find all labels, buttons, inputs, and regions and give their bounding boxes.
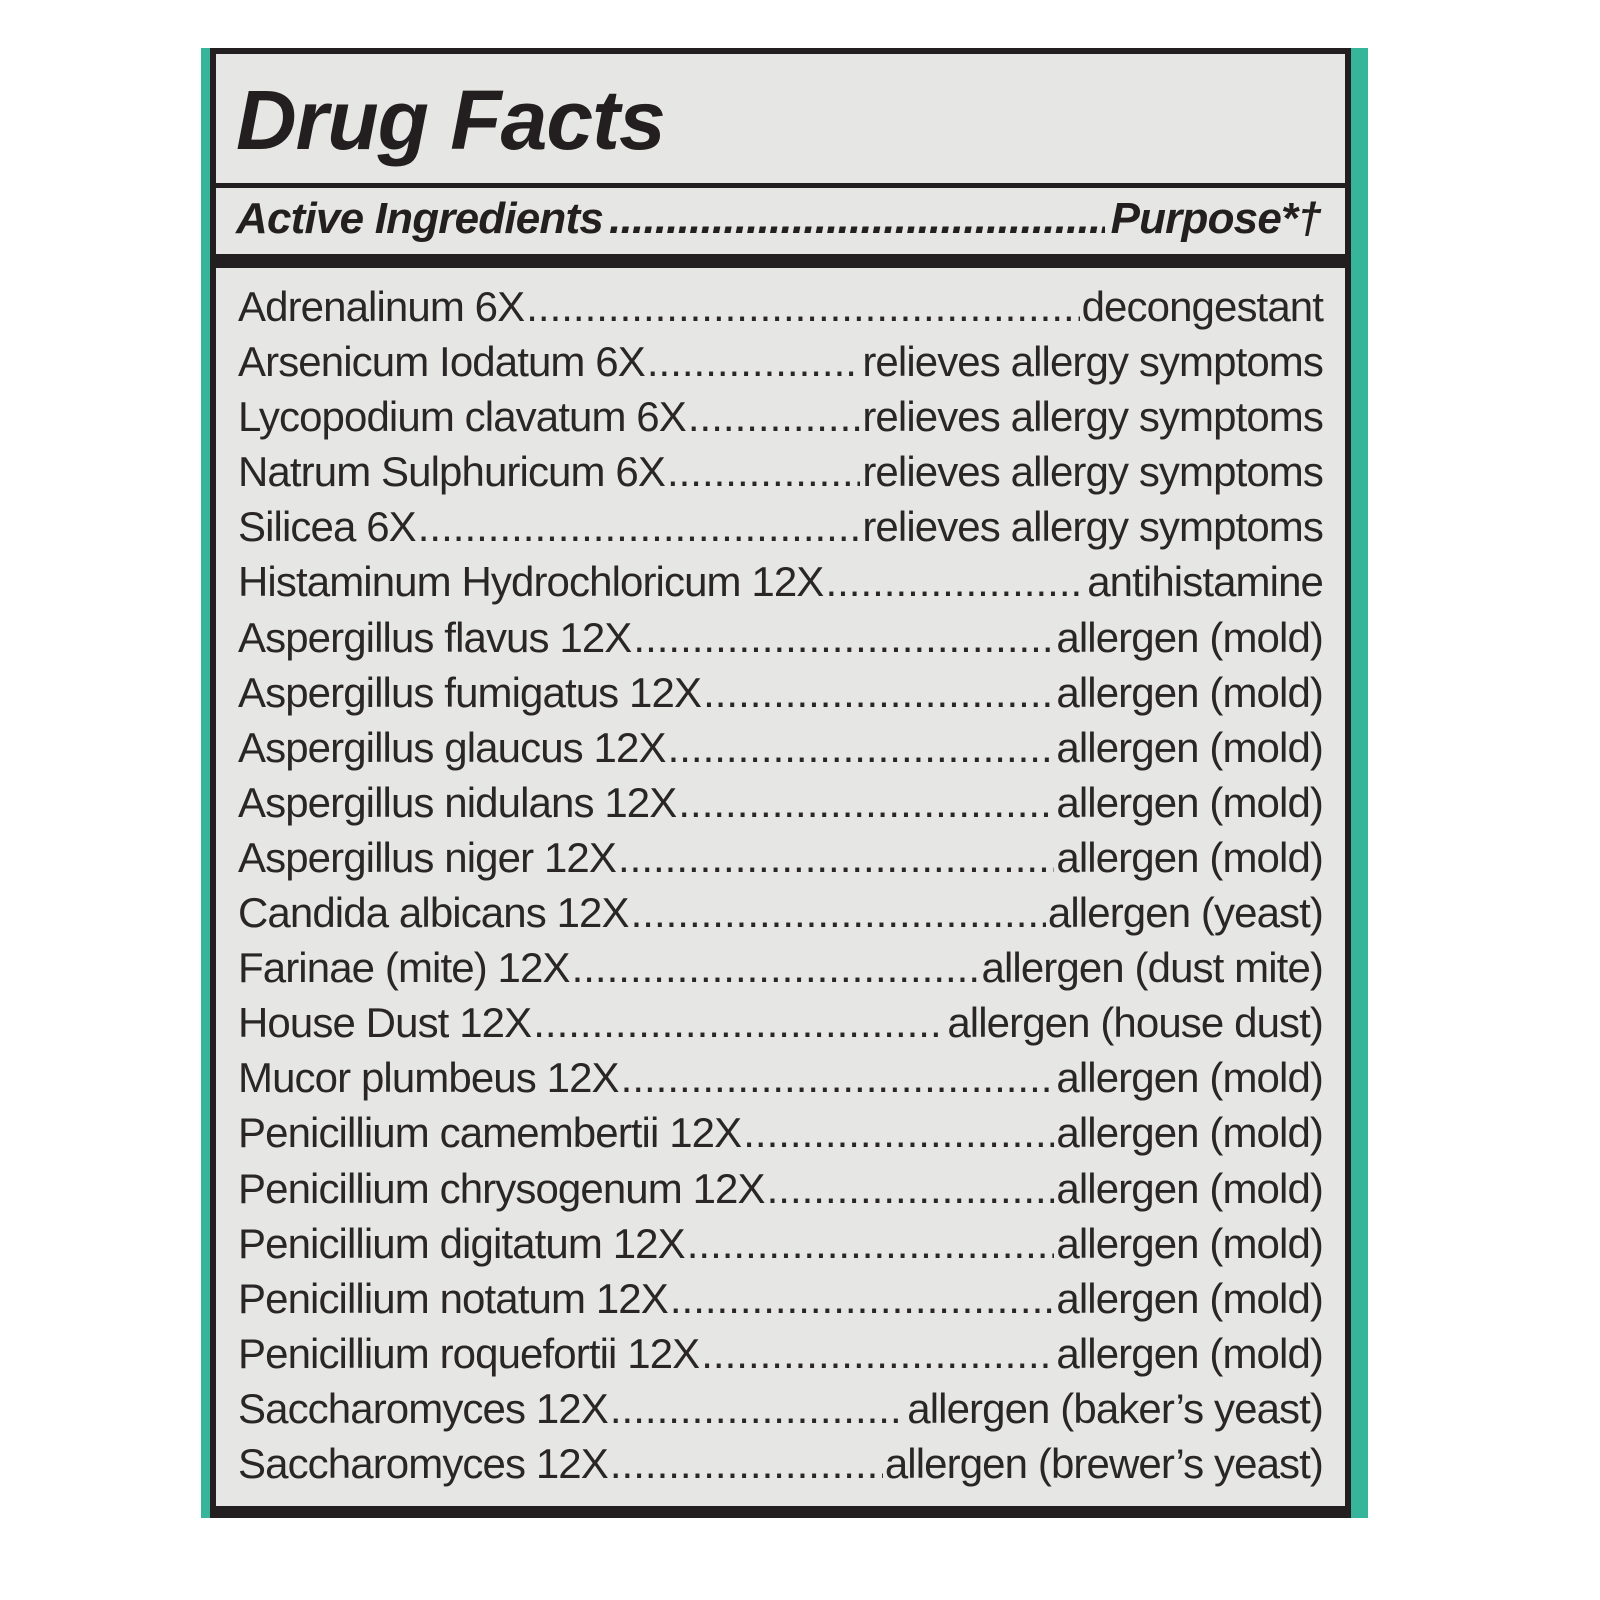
ingredient-row: Aspergillus fumigatus 12X allergen (mold) bbox=[238, 668, 1324, 724]
ingredient-purpose: allergen (mold) bbox=[1056, 668, 1324, 716]
dot-leader bbox=[678, 779, 1054, 827]
dot-leader bbox=[526, 283, 1079, 331]
ingredient-purpose: allergen (mold) bbox=[1056, 1274, 1324, 1322]
ingredient-purpose: relieves allergy symptoms bbox=[862, 393, 1324, 441]
dot-leader bbox=[621, 1054, 1055, 1102]
ingredient-name: Penicillium digitatum 12X bbox=[238, 1219, 686, 1267]
ingredient-row: Saccharomyces 12X allergen (baker’s yeast… bbox=[238, 1384, 1324, 1440]
dot-leader bbox=[687, 1220, 1055, 1268]
ingredient-name: Penicillium chrysogenum 12X bbox=[238, 1164, 766, 1212]
ingredient-purpose: allergen (yeast) bbox=[1047, 889, 1324, 937]
ingredient-row: House Dust 12X allergen (house dust) bbox=[238, 999, 1324, 1054]
header-purpose: Purpose*† bbox=[1110, 194, 1322, 243]
ingredient-purpose: allergen (mold) bbox=[1056, 1164, 1324, 1212]
ingredient-row: Adrenalinum 6X decongestant bbox=[238, 283, 1324, 338]
ingredient-purpose: allergen (mold) bbox=[1056, 778, 1324, 826]
ingredient-name: Silicea 6X bbox=[238, 503, 417, 551]
ingredient-name: Saccharomyces 12X bbox=[238, 1439, 609, 1487]
ingredient-purpose: relieves allergy symptoms bbox=[862, 503, 1324, 551]
ingredient-name: Farinae (mite) 12X bbox=[238, 944, 570, 992]
dot-leader bbox=[533, 999, 945, 1047]
dot-leader bbox=[610, 1385, 905, 1433]
dot-leader bbox=[767, 1165, 1055, 1213]
dot-leader bbox=[703, 669, 1054, 717]
column-header-section: Active Ingredients Purpose*† bbox=[216, 188, 1345, 254]
ingredient-row: Silicea 6X relieves allergy symptoms bbox=[238, 503, 1324, 558]
ingredient-row: Histaminum Hydrochloricum 12X antihistami… bbox=[238, 558, 1324, 613]
ingredient-purpose: allergen (baker’s yeast) bbox=[907, 1384, 1324, 1432]
drug-facts-frame: Drug Facts Active Ingredients Purpose*† … bbox=[210, 48, 1351, 1518]
ingredient-purpose: allergen (dust mite) bbox=[981, 944, 1324, 992]
ingredient-purpose: allergen (mold) bbox=[1056, 833, 1324, 881]
ingredient-row: Aspergillus niger 12X allergen (mold) bbox=[238, 833, 1324, 889]
header-active-ingredients: Active Ingredients bbox=[236, 194, 604, 243]
dot-leader bbox=[670, 1275, 1055, 1323]
ingredient-row: Saccharomyces 12X allergen (brewer’s yeas… bbox=[238, 1439, 1324, 1495]
ingredient-purpose: allergen (mold) bbox=[1056, 1109, 1324, 1157]
ingredient-name: Aspergillus glaucus 12X bbox=[238, 723, 666, 771]
ingredient-purpose: antihistamine bbox=[1087, 558, 1324, 606]
ingredient-purpose: allergen (mold) bbox=[1056, 613, 1324, 661]
dot-leader bbox=[668, 724, 1055, 772]
ingredient-name: Mucor plumbeus 12X bbox=[238, 1054, 620, 1102]
ingredients-section: Adrenalinum 6X decongestant Arsenicum Ioda… bbox=[216, 268, 1345, 1506]
ingredient-row: Farinae (mite) 12X allergen (dust mite) bbox=[238, 944, 1324, 999]
ingredient-row: Penicillium digitatum 12X allergen (mold) bbox=[238, 1219, 1324, 1275]
ingredient-row: Penicillium notatum 12X allergen (mold) bbox=[238, 1274, 1324, 1330]
ingredient-row: Aspergillus glaucus 12X allergen (mold) bbox=[238, 723, 1324, 779]
ingredient-name: Natrum Sulphuricum 6X bbox=[238, 448, 666, 496]
ingredient-purpose: allergen (mold) bbox=[1056, 1054, 1324, 1102]
ingredient-name: Aspergillus nidulans 12X bbox=[238, 778, 677, 826]
ingredient-name: Aspergillus flavus 12X bbox=[238, 613, 632, 661]
ingredients-list: Adrenalinum 6X decongestant Arsenicum Ioda… bbox=[238, 283, 1324, 1495]
ingredient-name: Adrenalinum 6X bbox=[238, 283, 525, 330]
ingredient-purpose: allergen (mold) bbox=[1056, 723, 1324, 771]
ingredient-name: Candida albicans 12X bbox=[238, 889, 630, 937]
dot-leader bbox=[610, 1440, 883, 1488]
ingredient-purpose: decongestant bbox=[1081, 283, 1324, 330]
ingredient-purpose: relieves allergy symptoms bbox=[862, 448, 1324, 496]
dot-leader bbox=[618, 834, 1054, 882]
ingredient-row: Candida albicans 12X allergen (yeast) bbox=[238, 889, 1324, 944]
ingredient-name: Aspergillus fumigatus 12X bbox=[238, 668, 702, 716]
ingredient-name: Lycopodium clavatum 6X bbox=[238, 393, 687, 441]
ingredient-row: Mucor plumbeus 12X allergen (mold) bbox=[238, 1054, 1324, 1109]
ingredient-name: Penicillium notatum 12X bbox=[238, 1274, 669, 1322]
ingredient-purpose: allergen (brewer’s yeast) bbox=[884, 1439, 1324, 1487]
ingredient-name: Penicillium roquefortii 12X bbox=[238, 1329, 700, 1377]
ingredient-row: Aspergillus nidulans 12X allergen (mold) bbox=[238, 778, 1324, 834]
ingredient-name: Aspergillus niger 12X bbox=[238, 833, 617, 881]
ingredient-purpose: allergen (house dust) bbox=[947, 999, 1324, 1047]
dot-leader bbox=[743, 1109, 1054, 1157]
column-header: Active Ingredients Purpose*† bbox=[236, 194, 1322, 244]
dot-leader bbox=[631, 889, 1046, 937]
drug-facts-panel: Drug Facts Active Ingredients Purpose*† … bbox=[201, 48, 1368, 1518]
ingredient-row: Lycopodium clavatum 6X relieves allergy s… bbox=[238, 393, 1324, 448]
dot-leader bbox=[609, 194, 1105, 244]
ingredient-name: Penicillium camembertii 12X bbox=[238, 1109, 742, 1157]
dot-leader bbox=[701, 1330, 1054, 1378]
page-title: Drug Facts bbox=[236, 73, 666, 167]
ingredient-purpose: allergen (mold) bbox=[1056, 1329, 1324, 1377]
ingredient-row: Aspergillus flavus 12X allergen (mold) bbox=[238, 613, 1324, 669]
ingredient-row: Penicillium camembertii 12X allergen (mol… bbox=[238, 1109, 1324, 1164]
ingredient-row: Natrum Sulphuricum 6X relieves allergy sy… bbox=[238, 448, 1324, 503]
dot-leader bbox=[633, 614, 1054, 662]
ingredient-purpose: relieves allergy symptoms bbox=[862, 338, 1324, 386]
dot-leader bbox=[688, 393, 860, 441]
ingredient-purpose: allergen (mold) bbox=[1056, 1219, 1324, 1267]
dot-leader bbox=[647, 338, 860, 386]
ingredient-name: Arsenicum Iodatum 6X bbox=[238, 338, 646, 386]
ingredient-row: Arsenicum Iodatum 6X relieves allergy sym… bbox=[238, 338, 1324, 393]
ingredient-name: Histaminum Hydrochloricum 12X bbox=[238, 558, 824, 606]
dot-leader bbox=[825, 558, 1085, 606]
ingredient-row: Penicillium chrysogenum 12X allergen (mol… bbox=[238, 1164, 1324, 1220]
dot-leader bbox=[667, 448, 860, 496]
title-section: Drug Facts bbox=[216, 54, 1345, 183]
dot-leader bbox=[572, 944, 980, 992]
ingredient-name: Saccharomyces 12X bbox=[238, 1384, 609, 1432]
dot-leader bbox=[418, 503, 861, 551]
ingredient-name: House Dust 12X bbox=[238, 999, 532, 1047]
ingredient-row: Penicillium roquefortii 12X allergen (mol… bbox=[238, 1329, 1324, 1385]
